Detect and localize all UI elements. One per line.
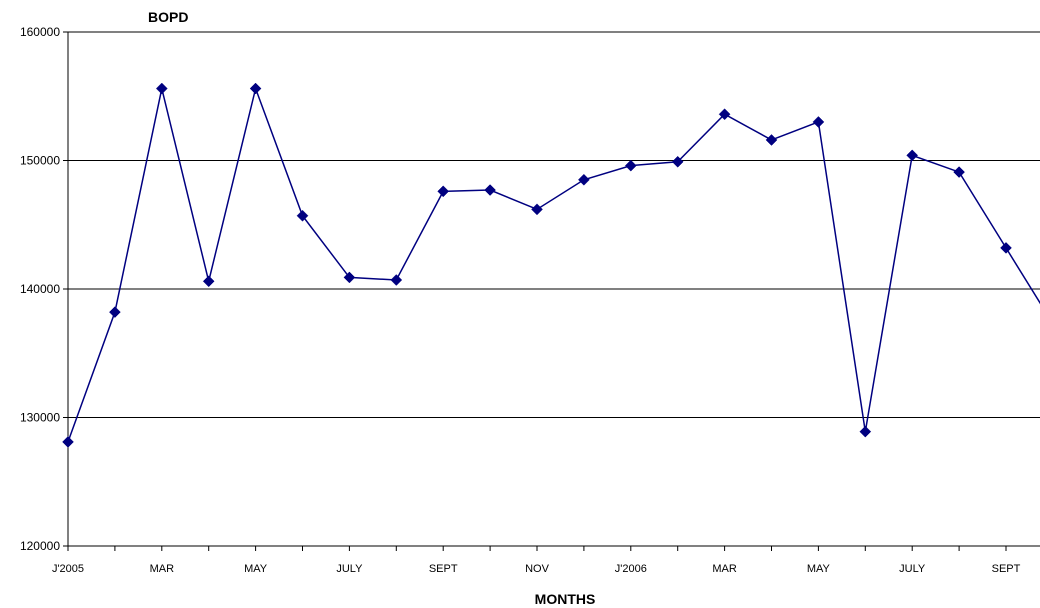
- x-axis-title: MONTHS: [535, 591, 596, 607]
- x-tick-label-4: MAY: [244, 563, 268, 575]
- data-point-18: [906, 149, 919, 162]
- data-point-11: [578, 173, 590, 186]
- data-point-13: [671, 155, 684, 168]
- x-tick-label-8: SEPT: [429, 563, 458, 575]
- y-tick-label-1: 130000: [20, 411, 60, 425]
- x-tick-label-18: JULY: [899, 563, 926, 575]
- y-tick-label-3: 150000: [20, 154, 60, 168]
- x-tick-label-20: SEPT: [992, 563, 1021, 575]
- y-tick-label-0: 120000: [20, 539, 60, 553]
- x-tick-label-10: NOV: [525, 563, 550, 575]
- x-axis-ticks: J'2005 MAR MAY JULY SEPT NOV J'2006 MAR MAY JULY S…: [52, 546, 1021, 575]
- data-point-9: [484, 184, 496, 196]
- data-point-15: [765, 134, 778, 146]
- data-point-3: [202, 275, 215, 288]
- gridlines: [68, 31, 1040, 418]
- data-point-7: [390, 274, 403, 286]
- y-tick-label-2: 140000: [20, 282, 60, 296]
- data-point-8: [437, 185, 450, 198]
- data-point-14: [718, 108, 731, 121]
- data-point-6: [343, 271, 356, 284]
- x-tick-label-6: JULY: [336, 563, 363, 575]
- series: [62, 82, 1040, 448]
- data-point-1: [109, 306, 121, 318]
- data-point-12: [624, 159, 637, 172]
- data-point-5: [296, 209, 309, 222]
- data-point-0: [62, 436, 74, 448]
- x-tick-label-16: MAY: [807, 563, 831, 575]
- y-axis-ticks: 120000 130000 140000 150000 160000: [20, 25, 68, 553]
- x-tick-label-14: MAR: [712, 563, 737, 575]
- data-point-20: [1000, 242, 1012, 254]
- data-point-10: [531, 203, 543, 216]
- y-axis-title: BOPD: [148, 9, 188, 25]
- series-line-0: [67, 85, 1040, 443]
- data-point-2: [155, 82, 168, 95]
- data-point-16: [812, 116, 825, 128]
- x-tick-label-0: J'2005: [52, 563, 84, 575]
- data-point-4: [249, 82, 262, 95]
- y-tick-label-4: 160000: [20, 25, 60, 39]
- data-point-17: [859, 425, 872, 438]
- data-point-19: [953, 166, 965, 178]
- x-tick-label-2: MAR: [150, 563, 175, 575]
- x-tick-label-12: J'2006: [615, 563, 647, 575]
